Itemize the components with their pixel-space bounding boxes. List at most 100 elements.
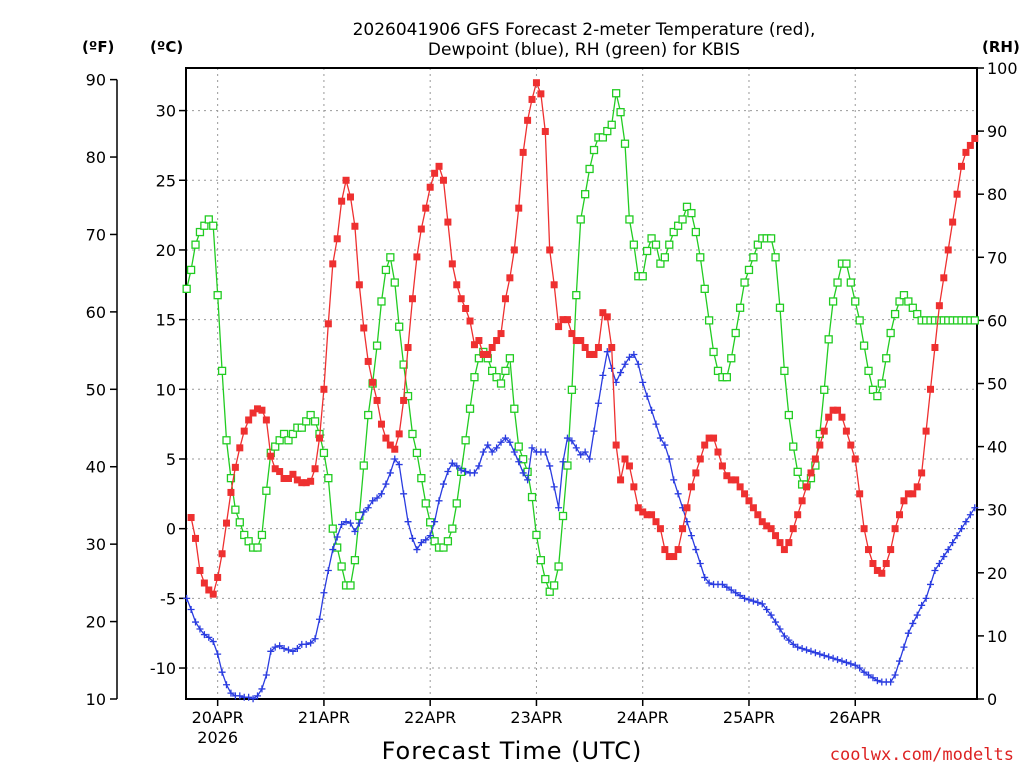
dewpoint-point (431, 518, 439, 526)
temperature-point (696, 455, 704, 463)
rh-point (204, 215, 213, 224)
temperature-point (550, 281, 558, 289)
dewpoint-point (896, 657, 904, 665)
temperature-point (630, 483, 638, 491)
dewpoint-point (745, 596, 753, 604)
rh-point (744, 265, 754, 275)
dewpoint-point (918, 601, 926, 609)
unit-label-rh: (RH) (982, 38, 1020, 56)
dewpoint-point (904, 629, 912, 637)
temperature-point (776, 539, 784, 547)
rh-point (319, 448, 329, 458)
dewpoint-point (373, 494, 381, 502)
dewpoint-point (692, 546, 700, 554)
temperature-point (612, 441, 620, 449)
rh-point (372, 341, 382, 350)
temperature-point (922, 427, 930, 435)
dewpoint-point (342, 518, 350, 526)
temperature-point (285, 474, 293, 482)
temperature-point (470, 341, 478, 349)
dewpoint-point (196, 625, 204, 633)
dewpoint-point (329, 546, 337, 554)
dewpoint-point (865, 671, 873, 679)
time-tick-label: 24APR (617, 708, 669, 727)
rh-point (288, 429, 298, 439)
rh-point (541, 574, 550, 584)
dewpoint-point (351, 527, 359, 535)
temperature-point (329, 260, 337, 268)
temperature-point (732, 476, 740, 484)
rh-point (386, 253, 395, 262)
dewpoint-point (803, 646, 811, 654)
dewpoint-point (776, 625, 784, 633)
temperature-point (453, 281, 461, 289)
dewpoint-point (670, 476, 678, 484)
temperature-point (962, 148, 970, 156)
rh-point (262, 486, 271, 495)
dewpoint-point (767, 611, 775, 619)
temperature-point (187, 514, 195, 522)
rh-point (488, 366, 497, 376)
fahrenheit-tick-label: 70 (86, 225, 106, 244)
rh-point (620, 139, 630, 148)
dewpoint-point (665, 455, 673, 463)
dewpoint-point (563, 434, 571, 442)
rh-tick-label: 0 (987, 690, 997, 709)
rh-point (443, 537, 453, 546)
dewpoint-point (811, 649, 819, 657)
temperature-point (431, 169, 439, 177)
rh-point (890, 309, 900, 319)
dewpoint-point (856, 664, 864, 672)
temperature-point (209, 590, 217, 598)
temperature-point (320, 385, 328, 393)
plot-frame (185, 67, 978, 700)
dewpoint-point (625, 353, 633, 361)
rh-point (545, 587, 554, 596)
temperature-point (524, 116, 532, 124)
rh-point (395, 322, 404, 331)
dewpoint-point (820, 651, 828, 659)
temperature-point (842, 427, 850, 435)
rh-point (780, 366, 789, 376)
temperature-point (971, 134, 979, 142)
dewpoint-point (900, 643, 908, 651)
rh-point (390, 278, 399, 287)
temperature-point (196, 566, 204, 574)
temperature-point (754, 511, 762, 519)
dewpoint-point (360, 508, 368, 516)
rh-point (226, 473, 236, 483)
rh-point (691, 227, 700, 237)
temperature-point (497, 330, 505, 338)
credit-link[interactable]: coolwx.com/modelts (830, 745, 1014, 765)
dewpoint-point (736, 592, 744, 600)
temperature-point (369, 378, 377, 386)
dewpoint-point (568, 437, 576, 445)
dewpoint-point (285, 646, 292, 654)
temperature-point (794, 511, 802, 519)
dewpoint-point (391, 455, 399, 463)
rh-point (673, 221, 683, 230)
temperature-point (723, 472, 731, 480)
dewpoint-line (186, 351, 976, 700)
rh-point (231, 505, 240, 514)
temperature-point (625, 462, 633, 470)
temperature-point (307, 477, 315, 485)
temperature-point (869, 560, 877, 568)
temperature-point (479, 350, 487, 358)
rh-point (709, 347, 718, 357)
dewpoint-point (953, 532, 961, 540)
temperature-point (541, 127, 549, 135)
rh-point (519, 455, 528, 464)
temperature-point (590, 350, 598, 358)
rh-point (572, 291, 581, 300)
rh-point (828, 297, 838, 306)
dewpoint-point (639, 378, 647, 386)
unit-label-fahrenheit: (ºF) (82, 38, 114, 56)
rh-point (616, 108, 625, 117)
temperature-point (262, 416, 270, 424)
dewpoint-point (249, 695, 257, 703)
temperature-point (293, 476, 301, 484)
rh-point (585, 164, 594, 174)
temperature-point (594, 343, 602, 351)
dewpoint-point (763, 605, 771, 613)
